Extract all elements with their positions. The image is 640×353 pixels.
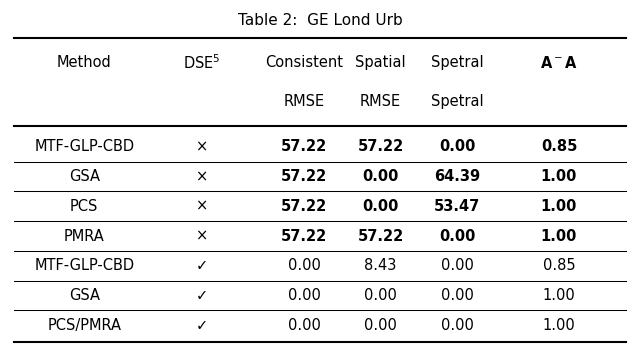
Text: Consistent: Consistent <box>265 55 343 70</box>
Text: 0.00: 0.00 <box>287 318 321 333</box>
Text: Spatial: Spatial <box>355 55 406 70</box>
Text: 0.00: 0.00 <box>440 288 474 303</box>
Text: MTF-GLP-CBD: MTF-GLP-CBD <box>34 139 134 154</box>
Text: 1.00: 1.00 <box>541 169 577 184</box>
Text: 1.00: 1.00 <box>543 318 575 333</box>
Text: PCS/PMRA: PCS/PMRA <box>47 318 121 333</box>
Text: 8.43: 8.43 <box>364 258 397 273</box>
Text: 57.22: 57.22 <box>281 139 327 154</box>
Text: 0.00: 0.00 <box>287 258 321 273</box>
Text: Spetral: Spetral <box>431 94 483 109</box>
Text: 57.22: 57.22 <box>281 228 327 244</box>
Text: ✓: ✓ <box>196 318 208 333</box>
Text: ×: × <box>196 169 208 184</box>
Text: 0.00: 0.00 <box>439 228 475 244</box>
Text: Spetral: Spetral <box>431 55 483 70</box>
Text: ✓: ✓ <box>196 258 208 273</box>
Text: MTF-GLP-CBD: MTF-GLP-CBD <box>34 258 134 273</box>
Text: 57.22: 57.22 <box>357 228 404 244</box>
Text: ×: × <box>196 199 208 214</box>
Text: 0.85: 0.85 <box>541 139 577 154</box>
Text: GSA: GSA <box>68 288 100 303</box>
Text: 0.00: 0.00 <box>440 258 474 273</box>
Text: 0.00: 0.00 <box>364 288 397 303</box>
Text: 57.22: 57.22 <box>357 139 404 154</box>
Text: ✓: ✓ <box>196 288 208 303</box>
Text: 0.00: 0.00 <box>440 318 474 333</box>
Text: Table 2:  GE Lond Urb: Table 2: GE Lond Urb <box>237 13 403 28</box>
Text: 1.00: 1.00 <box>541 228 577 244</box>
Text: RMSE: RMSE <box>360 94 401 109</box>
Text: 0.00: 0.00 <box>287 288 321 303</box>
Text: Method: Method <box>57 55 111 70</box>
Text: $\mathbf{A}^-\mathbf{A}$: $\mathbf{A}^-\mathbf{A}$ <box>540 55 578 71</box>
Text: PCS: PCS <box>70 199 99 214</box>
Text: 1.00: 1.00 <box>543 288 575 303</box>
Text: 0.85: 0.85 <box>543 258 575 273</box>
Text: 64.39: 64.39 <box>434 169 480 184</box>
Text: RMSE: RMSE <box>284 94 324 109</box>
Text: ×: × <box>196 228 208 244</box>
Text: 57.22: 57.22 <box>281 199 327 214</box>
Text: 53.47: 53.47 <box>434 199 480 214</box>
Text: 0.00: 0.00 <box>364 318 397 333</box>
Text: ×: × <box>196 139 208 154</box>
Text: PMRA: PMRA <box>64 228 104 244</box>
Text: 0.00: 0.00 <box>362 169 399 184</box>
Text: 0.00: 0.00 <box>362 199 399 214</box>
Text: 1.00: 1.00 <box>541 199 577 214</box>
Text: GSA: GSA <box>68 169 100 184</box>
Text: DSE$^5$: DSE$^5$ <box>183 53 221 72</box>
Text: 0.00: 0.00 <box>439 139 475 154</box>
Text: 57.22: 57.22 <box>281 169 327 184</box>
